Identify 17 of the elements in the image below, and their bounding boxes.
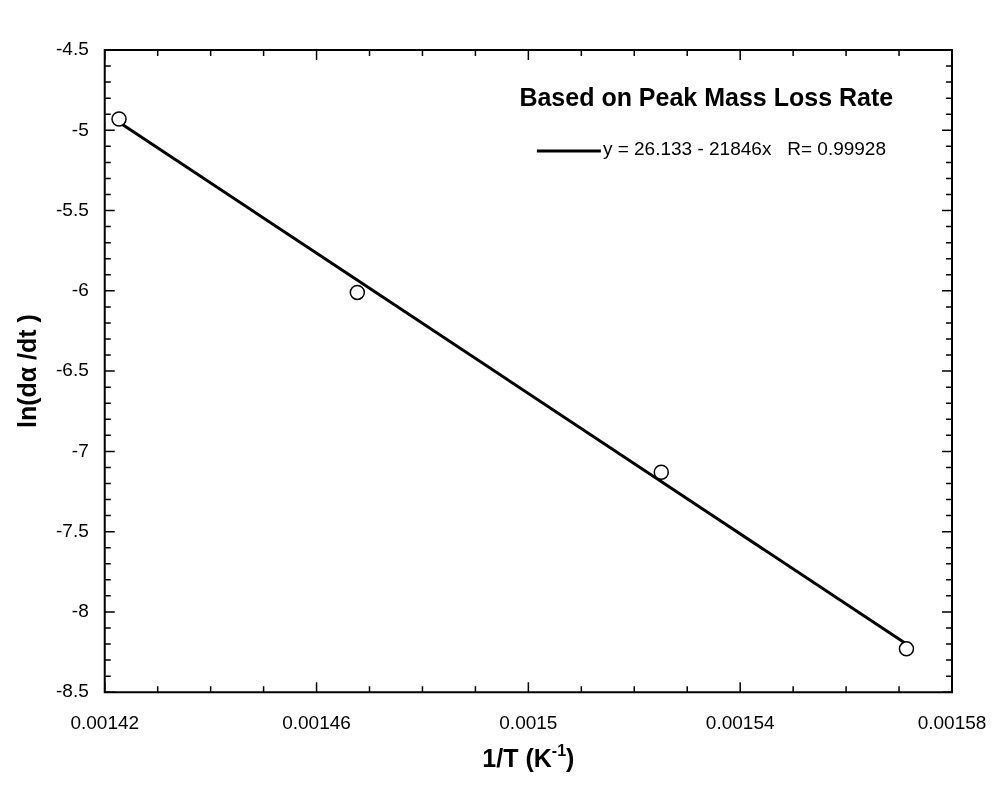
y-tick-label: -4.5	[55, 38, 89, 60]
y-tick-label: -6	[71, 279, 89, 301]
y-tick-label: -7	[71, 439, 89, 461]
y-tick-label: -5.5	[55, 198, 89, 220]
text: Based on Peak Mass Loss Rate	[519, 82, 894, 111]
x-tick-label: 0.00142	[70, 711, 140, 733]
y-tick-label: -5	[71, 118, 89, 140]
y-axis-title: ln(dα /dt )	[12, 314, 41, 429]
y-tick-label: -8.5	[55, 680, 89, 702]
y-tick-label: -8	[71, 600, 89, 622]
x-tick-label: 0.00154	[705, 711, 775, 733]
x-tick-label: 0.0015	[499, 711, 558, 733]
x-tick-label: 0.00146	[282, 711, 351, 733]
y-tick-label: -7.5	[55, 519, 89, 541]
y-tick-label: -6.5	[55, 359, 89, 381]
x-tick-label: 0.00158	[917, 711, 987, 733]
legend-label: y = 26.133 - 21846x R= 0.99928	[602, 138, 887, 160]
